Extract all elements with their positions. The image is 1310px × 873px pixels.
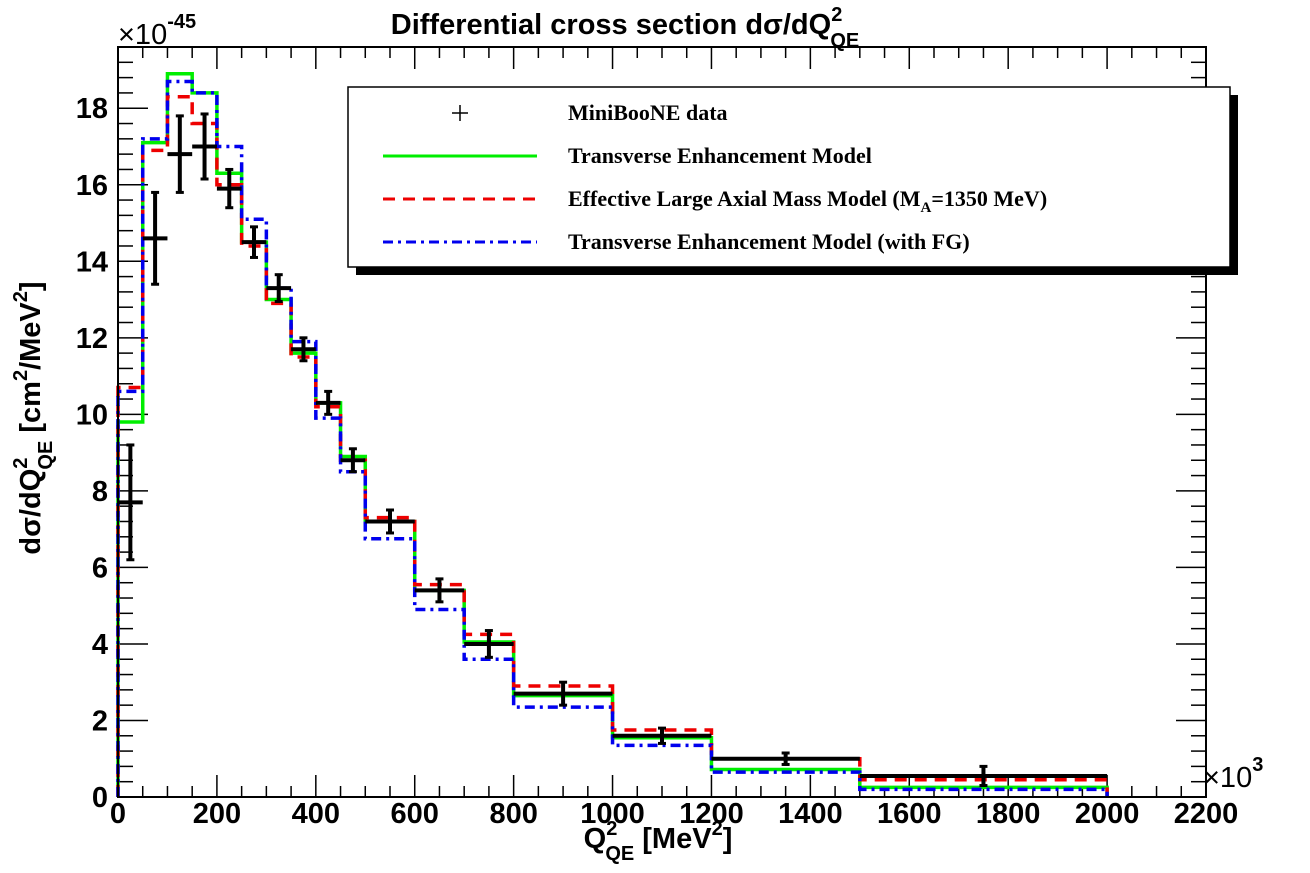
x-tick-label: 400 xyxy=(292,798,340,830)
x-tick-label: 1800 xyxy=(976,798,1041,830)
data-point xyxy=(241,225,267,259)
y-tick-label: 10 xyxy=(76,399,108,431)
data-point xyxy=(340,447,366,474)
series-line-2 xyxy=(116,79,1109,797)
legend-label-tem-fg: Transverse Enhancement Model (with FG) xyxy=(568,229,970,254)
legend-label-data: MiniBooNE data xyxy=(568,100,728,125)
data-point xyxy=(859,764,1108,788)
y-tick-label: 18 xyxy=(76,93,108,125)
data-point xyxy=(711,751,860,766)
data-point xyxy=(167,114,193,194)
x-tick-label: 200 xyxy=(193,798,241,830)
x-tick-label: 0 xyxy=(110,798,126,830)
y-axis-label: dσ/dQ2 QE [cm2/MeV2] xyxy=(10,281,57,554)
data-point xyxy=(266,273,292,303)
data-point xyxy=(142,190,168,286)
chart-title: Differential cross section dσ/dQ2 QE xyxy=(391,4,859,52)
data-point xyxy=(612,726,712,745)
x-tick-label: 1400 xyxy=(778,798,843,830)
legend-box xyxy=(347,86,1231,268)
y-tick-label: 16 xyxy=(76,170,108,202)
y-tick-label: 14 xyxy=(76,246,108,278)
x-tick-label: 1200 xyxy=(679,798,744,830)
x-tick-label: 800 xyxy=(489,798,537,830)
x-tick-label: 2000 xyxy=(1075,798,1140,830)
data-point xyxy=(291,336,316,363)
y-tick-label: 0 xyxy=(92,782,108,814)
y-tick-label: 8 xyxy=(92,476,108,508)
x-tick-label: 600 xyxy=(391,798,439,830)
x-tick-label: 2200 xyxy=(1174,798,1239,830)
data-point xyxy=(118,443,143,562)
y-tick-label: 2 xyxy=(92,705,108,737)
data-points xyxy=(118,112,1108,788)
data-point xyxy=(216,167,242,210)
legend: MiniBooNE data Transverse Enhancement Mo… xyxy=(347,86,1238,275)
x-tick-label: 1000 xyxy=(580,798,645,830)
data-point xyxy=(464,629,514,659)
y-tick-label: 6 xyxy=(92,552,108,584)
x-tick-label: 1600 xyxy=(877,798,942,830)
x-axis-label: Q2 QE [MeV2] xyxy=(584,818,733,865)
legend-marker-data xyxy=(452,105,468,121)
data-point xyxy=(414,577,465,604)
y-tick-label: 4 xyxy=(92,629,108,661)
legend-label-tem: Transverse Enhancement Model xyxy=(568,143,872,168)
data-point xyxy=(513,680,613,707)
legend-label-large-ma: Effective Large Axial Mass Model (MA=135… xyxy=(568,186,1047,216)
y-axis-multiplier: ×10-45 xyxy=(118,11,196,51)
x-axis-multiplier: ×103 xyxy=(1203,754,1263,794)
y-tick-label: 12 xyxy=(76,323,108,355)
data-point xyxy=(192,112,217,181)
plot-frame xyxy=(117,46,1207,798)
data-point xyxy=(365,508,415,535)
data-point xyxy=(315,389,341,416)
